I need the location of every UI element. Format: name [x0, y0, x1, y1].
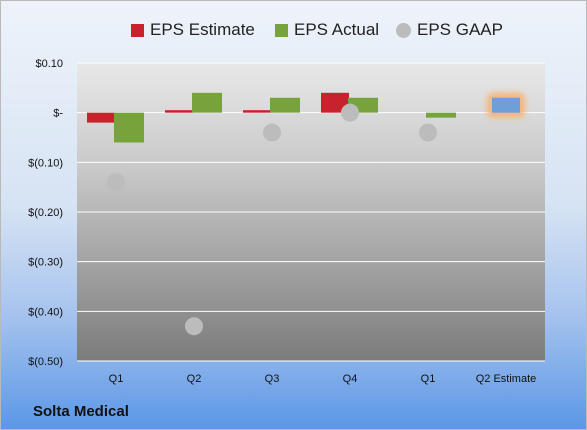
legend-item-actual: EPS Actual — [275, 15, 379, 45]
y-tick-label: $(0.50) — [28, 356, 63, 368]
legend-swatch-gaap — [396, 22, 411, 38]
bar-actual — [426, 112, 456, 118]
bar-estimate — [243, 110, 271, 113]
legend-label-estimate: EPS Estimate — [150, 20, 255, 39]
x-tick-label: Q1 — [109, 373, 124, 385]
y-tick-label: $(0.20) — [28, 207, 63, 219]
bar-estimate — [321, 92, 349, 113]
bar-actual — [192, 92, 222, 113]
chart-marks — [87, 92, 525, 336]
bar-actual — [114, 112, 144, 143]
company-name: Solta Medical — [33, 403, 129, 420]
y-tick-label: $(0.10) — [28, 157, 63, 169]
y-tick-label: $0.10 — [35, 58, 63, 70]
point-gaap — [341, 103, 359, 122]
y-tick-label: $(0.40) — [28, 306, 63, 318]
point-gaap — [263, 123, 281, 142]
y-tick-label: $- — [53, 108, 63, 120]
x-tick-label: Q4 — [343, 373, 358, 385]
gridlines — [77, 62, 545, 362]
legend-item-gaap: EPS GAAP — [396, 15, 503, 45]
point-gaap — [419, 123, 437, 142]
point-gaap — [107, 173, 125, 192]
x-tick-label: Q2 Estimate — [476, 373, 537, 385]
point-gaap — [185, 317, 203, 336]
x-tick-label: Q2 — [187, 373, 202, 385]
legend: EPS Estimate EPS Actual EPS GAAP — [1, 15, 586, 45]
bar-actual — [270, 97, 300, 113]
bar-estimate — [165, 110, 193, 113]
bar-estimate — [87, 112, 115, 123]
y-axis-ticks: $0.10 $- $(0.10) $(0.20) $(0.30) $(0.40) $(0.5… — [28, 58, 63, 368]
legend-swatch-estimate — [131, 23, 144, 37]
legend-label-gaap: EPS GAAP — [417, 20, 503, 39]
legend-label-actual: EPS Actual — [294, 20, 380, 39]
legend-item-estimate: EPS Estimate — [131, 15, 255, 45]
x-tick-label: Q3 — [265, 373, 280, 385]
legend-swatch-actual — [275, 23, 288, 37]
bar-estimate-projected — [492, 97, 520, 113]
y-tick-label: $(0.30) — [28, 257, 63, 269]
x-axis-ticks: Q1 Q2 Q3 Q4 Q1 Q2 Estimate — [109, 373, 537, 385]
x-tick-label: Q1 — [421, 373, 436, 385]
